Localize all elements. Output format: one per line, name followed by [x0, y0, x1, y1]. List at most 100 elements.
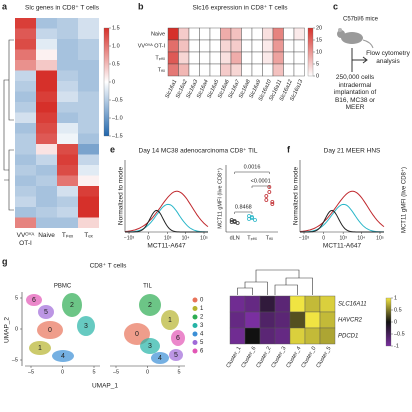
x-tick-label: −10³	[299, 235, 309, 241]
x-tick-label: 0	[147, 235, 150, 241]
heatmap-cell	[283, 39, 295, 53]
cluster-cloud	[52, 350, 74, 362]
x-tick-label: 10⁵	[200, 235, 208, 241]
heatmap-cell	[78, 133, 99, 144]
heatmap-cell	[241, 39, 253, 53]
x-tick-label: –5	[113, 369, 119, 375]
heatmap-cell	[36, 123, 57, 134]
heatmap-cell	[15, 123, 36, 134]
heatmap-cell	[57, 123, 78, 134]
heatmap-cell	[304, 311, 321, 329]
histogram-curve	[299, 203, 384, 233]
row-label: PDCD1	[338, 334, 358, 340]
colorbar	[385, 297, 392, 347]
data-point	[247, 217, 251, 221]
column-label: VVᴼⱽᴬ OT-I	[16, 232, 35, 247]
heatmap-cell	[220, 39, 232, 53]
text: C57bl/6 mice	[343, 17, 379, 23]
heatmap-cell	[15, 18, 36, 29]
heatmap-cell	[229, 311, 246, 329]
heatmap-cell	[36, 49, 57, 60]
heatmap-cell	[274, 311, 291, 329]
axis-label: Normalized to mode	[293, 167, 300, 226]
heatmap-cell	[319, 311, 336, 329]
column-label: Cluster_5	[316, 346, 333, 369]
legend-swatch	[192, 306, 198, 311]
heatmap-cell	[57, 49, 78, 60]
heatmap-cell	[57, 91, 78, 102]
legend-label: 5	[200, 340, 204, 346]
legend-label: 2	[200, 315, 204, 321]
heatmap-cell	[36, 60, 57, 71]
heatmap-cell	[57, 196, 78, 207]
bracket	[251, 185, 270, 188]
heatmap-cell	[259, 311, 276, 329]
heatmap-cell	[188, 27, 200, 41]
heatmap-cell	[57, 18, 78, 29]
x-tick-label: dLN	[230, 235, 240, 241]
heatmap-cell	[36, 154, 57, 165]
text: Flow cytometry analysis	[366, 50, 410, 65]
x-tick-label: 10⁵	[376, 235, 384, 241]
heatmap-cell	[272, 39, 284, 53]
heatmap-cell	[293, 63, 305, 77]
heatmap-cell	[293, 27, 305, 41]
heatmap-cell	[15, 112, 36, 123]
x-tick-label: 10⁴	[182, 235, 190, 241]
heatmap-cell	[78, 70, 99, 81]
heatmap-cell	[289, 295, 306, 313]
heatmap-cell	[57, 217, 78, 228]
x-tick-label: 0	[61, 369, 64, 375]
heatmap-cell	[36, 133, 57, 144]
data-point	[264, 194, 269, 198]
heatmap-cell	[36, 207, 57, 218]
data-point	[270, 202, 275, 206]
heatmap-cell	[188, 39, 200, 53]
heatmap-cell	[36, 217, 57, 228]
heatmap-cell	[36, 144, 57, 155]
data-point	[235, 221, 240, 225]
heatmap-cell	[15, 91, 36, 102]
heatmap-cell	[220, 51, 232, 65]
heatmap-cell	[78, 144, 99, 155]
x-tick-label: 0	[322, 235, 325, 241]
p-value: <0.0001	[251, 178, 271, 184]
data-point	[267, 190, 272, 194]
cluster-cloud	[169, 349, 183, 361]
heatmap-cell	[57, 60, 78, 71]
heatmap-cell	[57, 39, 78, 50]
heatmap-cell	[229, 295, 246, 313]
heatmap-cell	[188, 63, 200, 77]
cluster-label: 2	[70, 302, 74, 309]
colorbar-tick-label: –1.5	[112, 133, 123, 139]
heatmap-cell	[178, 63, 190, 77]
heatmap-cell	[209, 63, 221, 77]
heatmap-cell	[283, 63, 295, 77]
data-point	[270, 200, 275, 204]
heatmap-cell	[283, 27, 295, 41]
heatmap-cell	[230, 63, 242, 77]
panel-subtitle: PBMC	[54, 284, 72, 290]
heatmap-cell	[259, 295, 276, 313]
histogram-curve	[124, 190, 209, 233]
heatmap-cell	[262, 63, 274, 77]
x-tick-label: 10³	[164, 235, 172, 241]
heatmap-cell	[78, 81, 99, 92]
colorbar-tick-label: 20	[316, 25, 322, 31]
heatmap-cell	[15, 70, 36, 81]
heatmap-cell	[178, 27, 190, 41]
heatmap-cell	[262, 51, 274, 65]
heatmap-cell	[78, 207, 99, 218]
heatmap-cell	[57, 81, 78, 92]
heatmap-cell	[209, 39, 221, 53]
cluster-label: 6	[176, 335, 180, 342]
heatmap-cell	[57, 133, 78, 144]
legend-label: 0	[200, 298, 204, 304]
histogram-curve	[125, 209, 208, 233]
heatmap-cell	[36, 175, 57, 186]
bracket	[234, 171, 270, 174]
x-tick-label: 5	[177, 369, 180, 375]
heatmap-cell	[251, 51, 263, 65]
panel-label: c	[333, 1, 338, 11]
cluster-label: 5	[174, 352, 178, 359]
